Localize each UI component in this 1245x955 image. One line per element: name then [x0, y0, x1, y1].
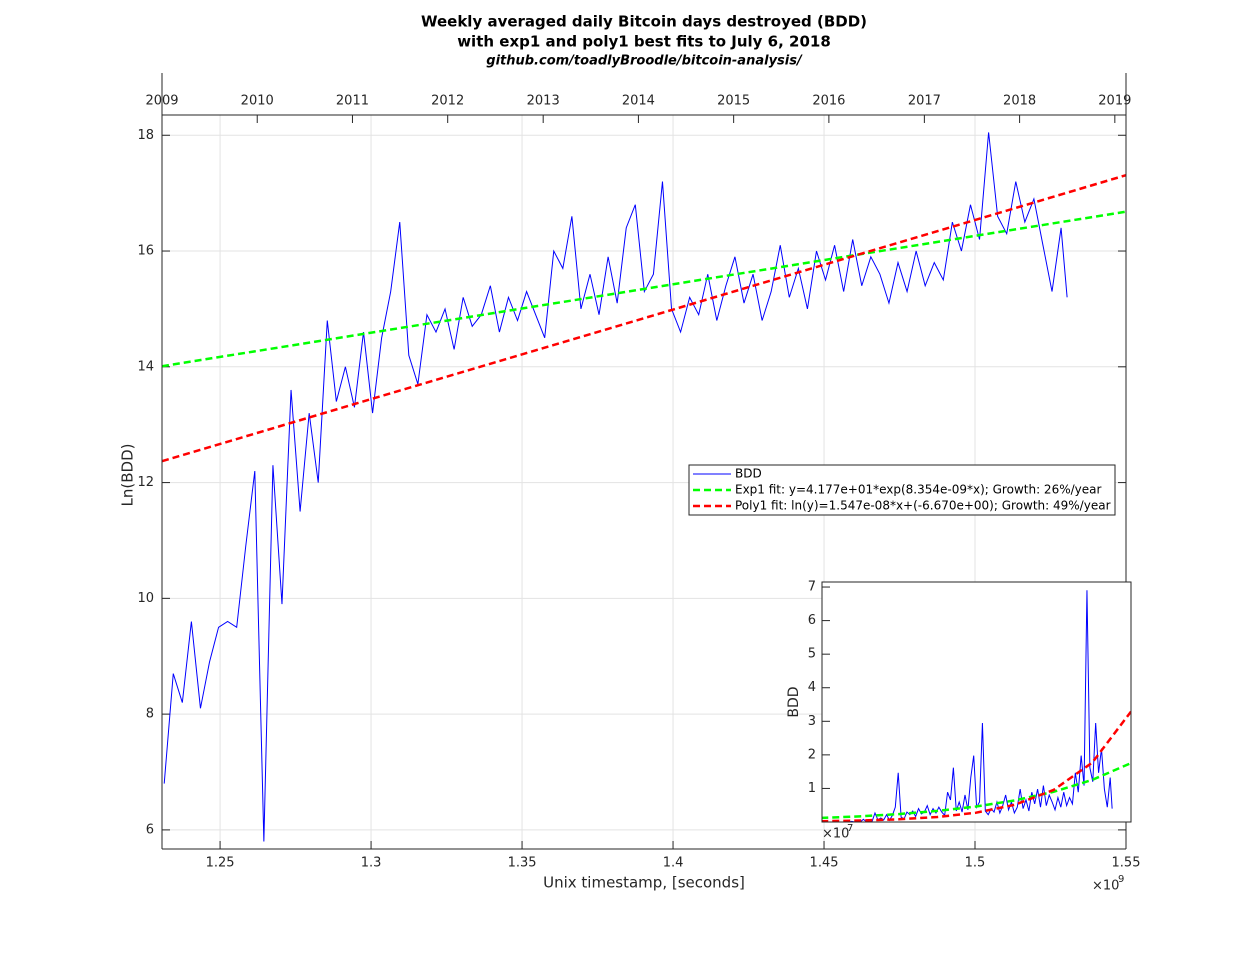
- fit-line: [822, 761, 1131, 820]
- legend-label: Exp1 fit: y=4.177e+01*exp(8.354e-09*x); …: [735, 483, 1101, 497]
- y-tick-label: 10: [137, 591, 154, 606]
- y-tick-label: 16: [137, 244, 154, 259]
- legend-label: BDD: [735, 467, 762, 481]
- x2-tick-label: 2016: [812, 94, 845, 109]
- x2-tick-label: 2012: [431, 94, 464, 109]
- data-line: [163, 132, 1068, 842]
- y-tick-label: 6: [146, 822, 154, 837]
- legend-label: Poly1 fit: ln(y)=1.547e-08*x+(-6.670e+00…: [735, 499, 1111, 513]
- x-tick-label: 1.55: [1112, 856, 1141, 871]
- x-tick-label: 1.35: [508, 856, 537, 871]
- x2-tick-label: 2019: [1098, 94, 1131, 109]
- y-multiplier: ×10: [822, 827, 849, 842]
- y-multiplier-power: 7: [847, 823, 853, 834]
- y-tick-label: 6: [808, 613, 816, 628]
- x-tick-label: 1.3: [361, 856, 382, 871]
- chart-subtitle: github.com/toadlyBroodle/bitcoin-analysi…: [486, 54, 803, 69]
- y-tick-label: 2: [808, 747, 816, 762]
- inset-frame: [821, 581, 1132, 823]
- fit-line: [822, 710, 1131, 822]
- legend: BDD Exp1 fit: y=4.177e+01*exp(8.354e-09*x…: [688, 464, 1116, 516]
- x2-tick-label: 2011: [336, 94, 369, 109]
- y-tick-label: 3: [808, 714, 816, 729]
- chart-title: Weekly averaged daily Bitcoin days destr…: [421, 13, 867, 31]
- fit-line: [162, 210, 1126, 368]
- y-tick-label: 7: [808, 580, 816, 595]
- y-tick-label: 12: [137, 475, 154, 490]
- plot-area: [162, 132, 1126, 842]
- x-tick-label: 1.5: [965, 856, 986, 871]
- legend-box: [688, 464, 1116, 516]
- y-tick-label: 14: [137, 359, 154, 374]
- y-axis-label: Ln(BDD): [119, 444, 137, 507]
- inset-background: [822, 582, 1131, 822]
- x-tick-label: 1.4: [663, 856, 684, 871]
- y-tick-label: 5: [808, 647, 816, 662]
- x-multiplier: ×10: [1092, 879, 1119, 894]
- x2-tick-label: 2013: [527, 94, 560, 109]
- x-axis-label: Unix timestamp, [seconds]: [543, 874, 745, 892]
- x2-tick-label: 2018: [1003, 94, 1036, 109]
- fit-line: [162, 174, 1126, 463]
- x-multiplier-power: 9: [1118, 874, 1124, 885]
- x2-tick-label: 2010: [241, 94, 274, 109]
- x2-tick-label: 2015: [717, 94, 750, 109]
- plot-area: [822, 590, 1131, 822]
- x2-tick-label: 2014: [622, 94, 655, 109]
- x2-tick-label: 2017: [908, 94, 941, 109]
- y-tick-label: 18: [137, 128, 154, 143]
- y-axis-label: BDD: [786, 686, 802, 717]
- x-tick-label: 1.25: [206, 856, 235, 871]
- y-tick-label: 1: [808, 781, 816, 796]
- y-tick-label: 4: [808, 680, 816, 695]
- x-tick-label: 1.45: [810, 856, 839, 871]
- y-tick-label: 8: [146, 707, 154, 722]
- chart-title: with exp1 and poly1 best fits to July 6,…: [457, 33, 831, 51]
